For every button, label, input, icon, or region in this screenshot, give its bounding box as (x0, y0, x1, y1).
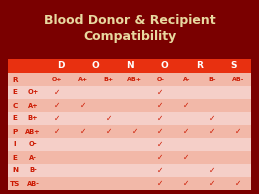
Text: B-: B- (29, 167, 37, 173)
Text: ✓: ✓ (54, 88, 60, 97)
Text: ✓: ✓ (183, 153, 190, 162)
Text: O: O (161, 61, 169, 70)
Text: A-: A- (29, 154, 37, 160)
Text: B-: B- (208, 77, 216, 82)
Text: ✓: ✓ (209, 166, 215, 175)
Text: ✓: ✓ (183, 101, 190, 110)
Text: ✓: ✓ (235, 179, 241, 188)
FancyBboxPatch shape (8, 86, 251, 99)
Text: A-: A- (183, 77, 190, 82)
FancyBboxPatch shape (8, 164, 251, 177)
Text: O-: O- (156, 77, 164, 82)
Text: E: E (13, 115, 17, 121)
Text: ✓: ✓ (209, 179, 215, 188)
Text: TS: TS (10, 180, 20, 186)
Text: ✓: ✓ (80, 127, 86, 136)
Text: ✓: ✓ (209, 114, 215, 123)
Text: R: R (196, 61, 203, 70)
Text: A+: A+ (78, 77, 88, 82)
Text: R: R (12, 76, 18, 82)
Text: AB+: AB+ (25, 128, 41, 134)
Text: S: S (231, 61, 237, 70)
FancyBboxPatch shape (8, 59, 251, 73)
Text: ✓: ✓ (157, 127, 164, 136)
Text: ✓: ✓ (157, 166, 164, 175)
FancyBboxPatch shape (8, 99, 251, 112)
Text: O-: O- (29, 141, 37, 147)
Text: E: E (13, 89, 17, 95)
Text: C: C (12, 102, 18, 108)
Text: ✓: ✓ (157, 101, 164, 110)
Text: ✓: ✓ (105, 114, 112, 123)
Text: ✓: ✓ (54, 127, 60, 136)
Text: ✓: ✓ (209, 127, 215, 136)
Text: E: E (13, 154, 17, 160)
Text: P: P (12, 128, 18, 134)
Text: ✓: ✓ (131, 127, 138, 136)
Text: ✓: ✓ (235, 127, 241, 136)
Text: ✓: ✓ (157, 88, 164, 97)
Text: ✓: ✓ (54, 114, 60, 123)
Text: O+: O+ (27, 89, 39, 95)
Text: D: D (57, 61, 65, 70)
Text: N: N (126, 61, 134, 70)
Text: I: I (14, 141, 16, 147)
Text: ✓: ✓ (183, 127, 190, 136)
Text: ✓: ✓ (183, 179, 190, 188)
FancyBboxPatch shape (8, 151, 251, 164)
Text: AB-: AB- (27, 180, 39, 186)
FancyBboxPatch shape (8, 177, 251, 190)
FancyBboxPatch shape (8, 125, 251, 138)
Text: ✓: ✓ (157, 179, 164, 188)
Text: ✓: ✓ (157, 140, 164, 149)
Text: A+: A+ (28, 102, 38, 108)
Text: ✓: ✓ (157, 114, 164, 123)
FancyBboxPatch shape (8, 138, 251, 151)
Text: ✓: ✓ (80, 101, 86, 110)
FancyBboxPatch shape (8, 73, 251, 86)
Text: ✓: ✓ (54, 101, 60, 110)
Text: ✓: ✓ (157, 153, 164, 162)
Text: O: O (92, 61, 100, 70)
Text: B+: B+ (104, 77, 114, 82)
Text: ✓: ✓ (105, 127, 112, 136)
FancyBboxPatch shape (8, 112, 251, 125)
Text: O+: O+ (52, 77, 62, 82)
Text: Blood Donor & Recipient
Compatibility: Blood Donor & Recipient Compatibility (44, 14, 215, 43)
Text: B+: B+ (28, 115, 38, 121)
Text: AB-: AB- (232, 77, 244, 82)
Text: AB+: AB+ (127, 77, 142, 82)
Text: N: N (12, 167, 18, 173)
